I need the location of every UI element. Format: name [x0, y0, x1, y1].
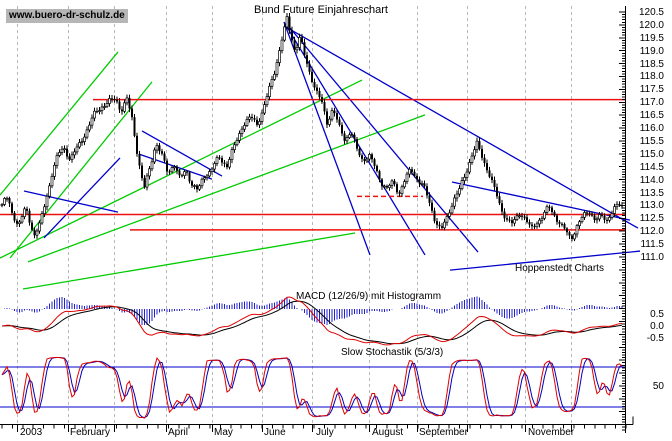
watermark-link[interactable]: www.buero-dr-schulz.de	[6, 9, 128, 23]
price-axis-label: 119.5	[639, 33, 664, 44]
price-axis-label: 111.0	[640, 252, 664, 263]
x-axis-month-label: July	[316, 427, 334, 438]
x-axis-month-label: August	[372, 427, 404, 438]
x-axis-month-label: April	[168, 427, 189, 438]
price-axis-label: 113.5	[639, 188, 664, 199]
x-axis-month-label: 2003	[20, 427, 43, 438]
chart-credit: Hoppenstedt Charts	[515, 263, 604, 274]
x-axis-month-label: February	[70, 427, 111, 438]
stochastic-panel-label: Slow Stochastik (5/3/3)	[341, 347, 444, 358]
stoch-axis-label: 50	[652, 381, 664, 392]
price-axis-label: 112.5	[639, 213, 664, 224]
price-axis-label: 111.5	[640, 239, 664, 250]
price-axis-label: 116.5	[639, 110, 664, 121]
price-axis-label: 117.0	[639, 97, 664, 108]
price-axis-label: 120.5	[638, 7, 664, 18]
price-axis-label: 114.5	[639, 162, 664, 173]
x-axis-month-label: June	[264, 427, 286, 438]
macd-axis-label: -0.5	[646, 333, 664, 344]
price-axis-label: 112.0	[639, 226, 664, 237]
price-axis-label: 119.0	[639, 46, 664, 57]
x-axis-month-label: September	[419, 427, 468, 438]
price-axis-label: 113.0	[639, 200, 664, 211]
price-axis-label: 118.0	[639, 71, 664, 82]
price-axis-label: 115.5	[639, 136, 664, 147]
macd-axis-label: 0.5	[650, 309, 664, 320]
price-axis-label: 116.0	[639, 123, 664, 134]
x-axis-month-label: November	[528, 427, 575, 438]
price-axis-label: 117.5	[639, 84, 664, 95]
chart-title: Bund Future Einjahreschart	[254, 4, 388, 16]
price-axis-label: 118.5	[639, 59, 664, 70]
macd-panel-label: MACD (12/26/9) mit Histogramm	[296, 291, 442, 302]
price-axis-label: 114.0	[639, 175, 664, 186]
price-axis-label: 120.0	[638, 20, 664, 31]
macd-axis-label: 0.0	[650, 321, 664, 332]
x-axis-month-label: May	[214, 427, 233, 438]
price-axis-label: 115.0	[639, 149, 664, 160]
